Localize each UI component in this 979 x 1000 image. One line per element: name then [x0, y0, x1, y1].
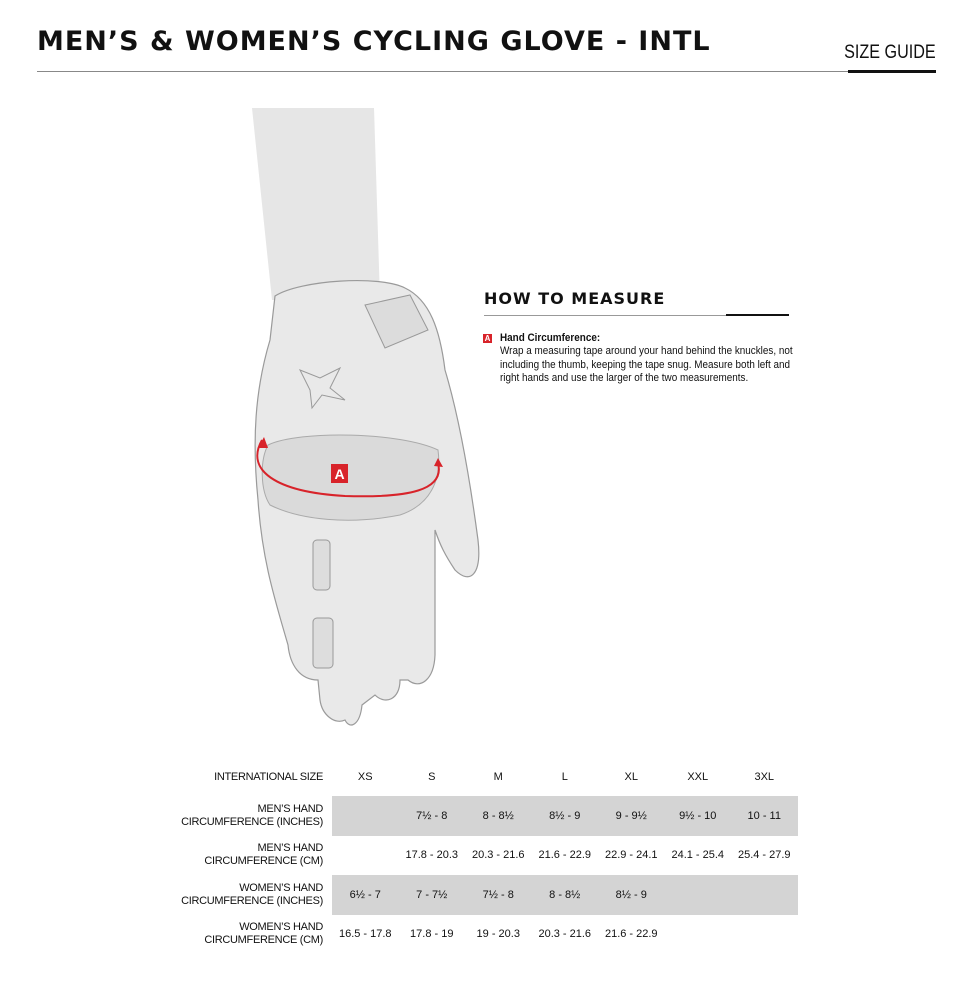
table-cell: 24.1 - 25.4 — [671, 849, 725, 862]
table-cell — [731, 915, 798, 955]
size-header: M — [493, 771, 503, 783]
table-cell: 7 - 7½ — [398, 875, 465, 915]
table-cell: 22.9 - 24.1 — [604, 849, 658, 862]
forearm — [252, 108, 380, 300]
measure-item-text: Wrap a measuring tape around your hand b… — [500, 345, 793, 384]
table-cell: 19 - 20.3 — [476, 928, 520, 941]
finger-pad — [312, 539, 331, 591]
row-label-line: MEN’S HAND — [257, 802, 324, 815]
size-header: L — [561, 771, 568, 783]
row-label-line: WOMEN’S HAND — [239, 921, 323, 934]
header-divider — [37, 71, 936, 72]
page-title: MEN’S & WOMEN’S CYCLING GLOVE - INTL — [37, 26, 711, 57]
logo-star-icon — [298, 366, 346, 410]
table-header-row: INTERNATIONAL SIZE XS S M L XL XXL 3XL — [180, 758, 798, 796]
table-cell: 8½ - 9 — [598, 875, 665, 915]
header-accent-bar — [848, 70, 936, 73]
wrist-strap — [364, 294, 429, 349]
table-cell — [664, 875, 731, 915]
row-label: WOMEN’S HAND CIRCUMFERENCE (CM) — [180, 915, 332, 955]
row-label-line: MEN’S HAND — [257, 842, 324, 855]
table-cell: 17.8 - 19 — [410, 928, 454, 941]
finger-pad — [312, 617, 334, 669]
table-cell: 7½ - 8 — [398, 796, 465, 836]
section-divider — [484, 315, 789, 316]
table-cell: 8 - 8½ — [465, 796, 532, 836]
table-cell — [332, 836, 399, 876]
glove-illustration: A — [252, 108, 480, 726]
table-cell — [332, 796, 399, 836]
section-accent-bar — [726, 314, 789, 316]
row-label: MEN’S HAND CIRCUMFERENCE (INCHES) — [180, 796, 332, 836]
table-row: WOMEN’S HAND CIRCUMFERENCE (INCHES) 6½ - … — [180, 875, 798, 915]
row-label-line: CIRCUMFERENCE (INCHES) — [181, 894, 323, 907]
measure-item-title: Hand Circumference: — [500, 332, 601, 344]
row-label: MEN’S HAND CIRCUMFERENCE (CM) — [180, 836, 332, 876]
header-label: INTERNATIONAL SIZE — [214, 770, 323, 783]
table-row: WOMEN’S HAND CIRCUMFERENCE (CM) 16.5 - 17… — [180, 915, 798, 955]
row-label-line: CIRCUMFERENCE (CM) — [204, 934, 323, 947]
table-cell: 7½ - 8 — [465, 875, 532, 915]
table-cell: 21.6 - 22.9 — [604, 928, 658, 941]
table-cell: 10 - 11 — [731, 796, 798, 836]
table-cell: 20.3 - 21.6 — [471, 849, 525, 862]
marker-a-label: A — [334, 466, 344, 482]
size-header: XS — [357, 771, 373, 783]
table-cell: 20.3 - 21.6 — [538, 928, 592, 941]
size-table: INTERNATIONAL SIZE XS S M L XL XXL 3XL M… — [180, 758, 798, 954]
row-label-line: WOMEN’S HAND — [239, 881, 323, 894]
table-cell — [665, 915, 732, 955]
table-row: MEN’S HAND CIRCUMFERENCE (CM) 17.8 - 20.3… — [180, 836, 798, 876]
table-cell: 9½ - 10 — [664, 796, 731, 836]
table-cell: 17.8 - 20.3 — [405, 849, 459, 862]
marker-a-box — [331, 464, 348, 483]
size-header: 3XL — [754, 771, 775, 783]
how-to-measure-heading: HOW TO MEASURE — [484, 289, 666, 308]
row-label-line: CIRCUMFERENCE (INCHES) — [181, 815, 323, 828]
page-subtitle: SIZE GUIDE — [844, 42, 936, 63]
knuckle-pad — [261, 434, 440, 521]
table-cell: 25.4 - 27.9 — [737, 849, 791, 862]
size-header: XXL — [687, 771, 709, 783]
table-cell: 8 - 8½ — [531, 875, 598, 915]
size-header: S — [428, 771, 436, 783]
size-header: XL — [624, 771, 638, 783]
table-cell: 9 - 9½ — [598, 796, 665, 836]
table-cell: 6½ - 7 — [332, 875, 399, 915]
row-label-line: CIRCUMFERENCE (CM) — [204, 855, 323, 868]
table-cell: 21.6 - 22.9 — [538, 849, 592, 862]
tape-measure — [256, 439, 440, 498]
table-cell — [731, 875, 798, 915]
marker-a-badge: A — [483, 334, 492, 343]
row-label: WOMEN’S HAND CIRCUMFERENCE (INCHES) — [180, 875, 332, 915]
table-row: MEN’S HAND CIRCUMFERENCE (INCHES) 7½ - 8 … — [180, 796, 798, 836]
table-cell: 16.5 - 17.8 — [338, 928, 392, 941]
table-cell: 8½ - 9 — [531, 796, 598, 836]
